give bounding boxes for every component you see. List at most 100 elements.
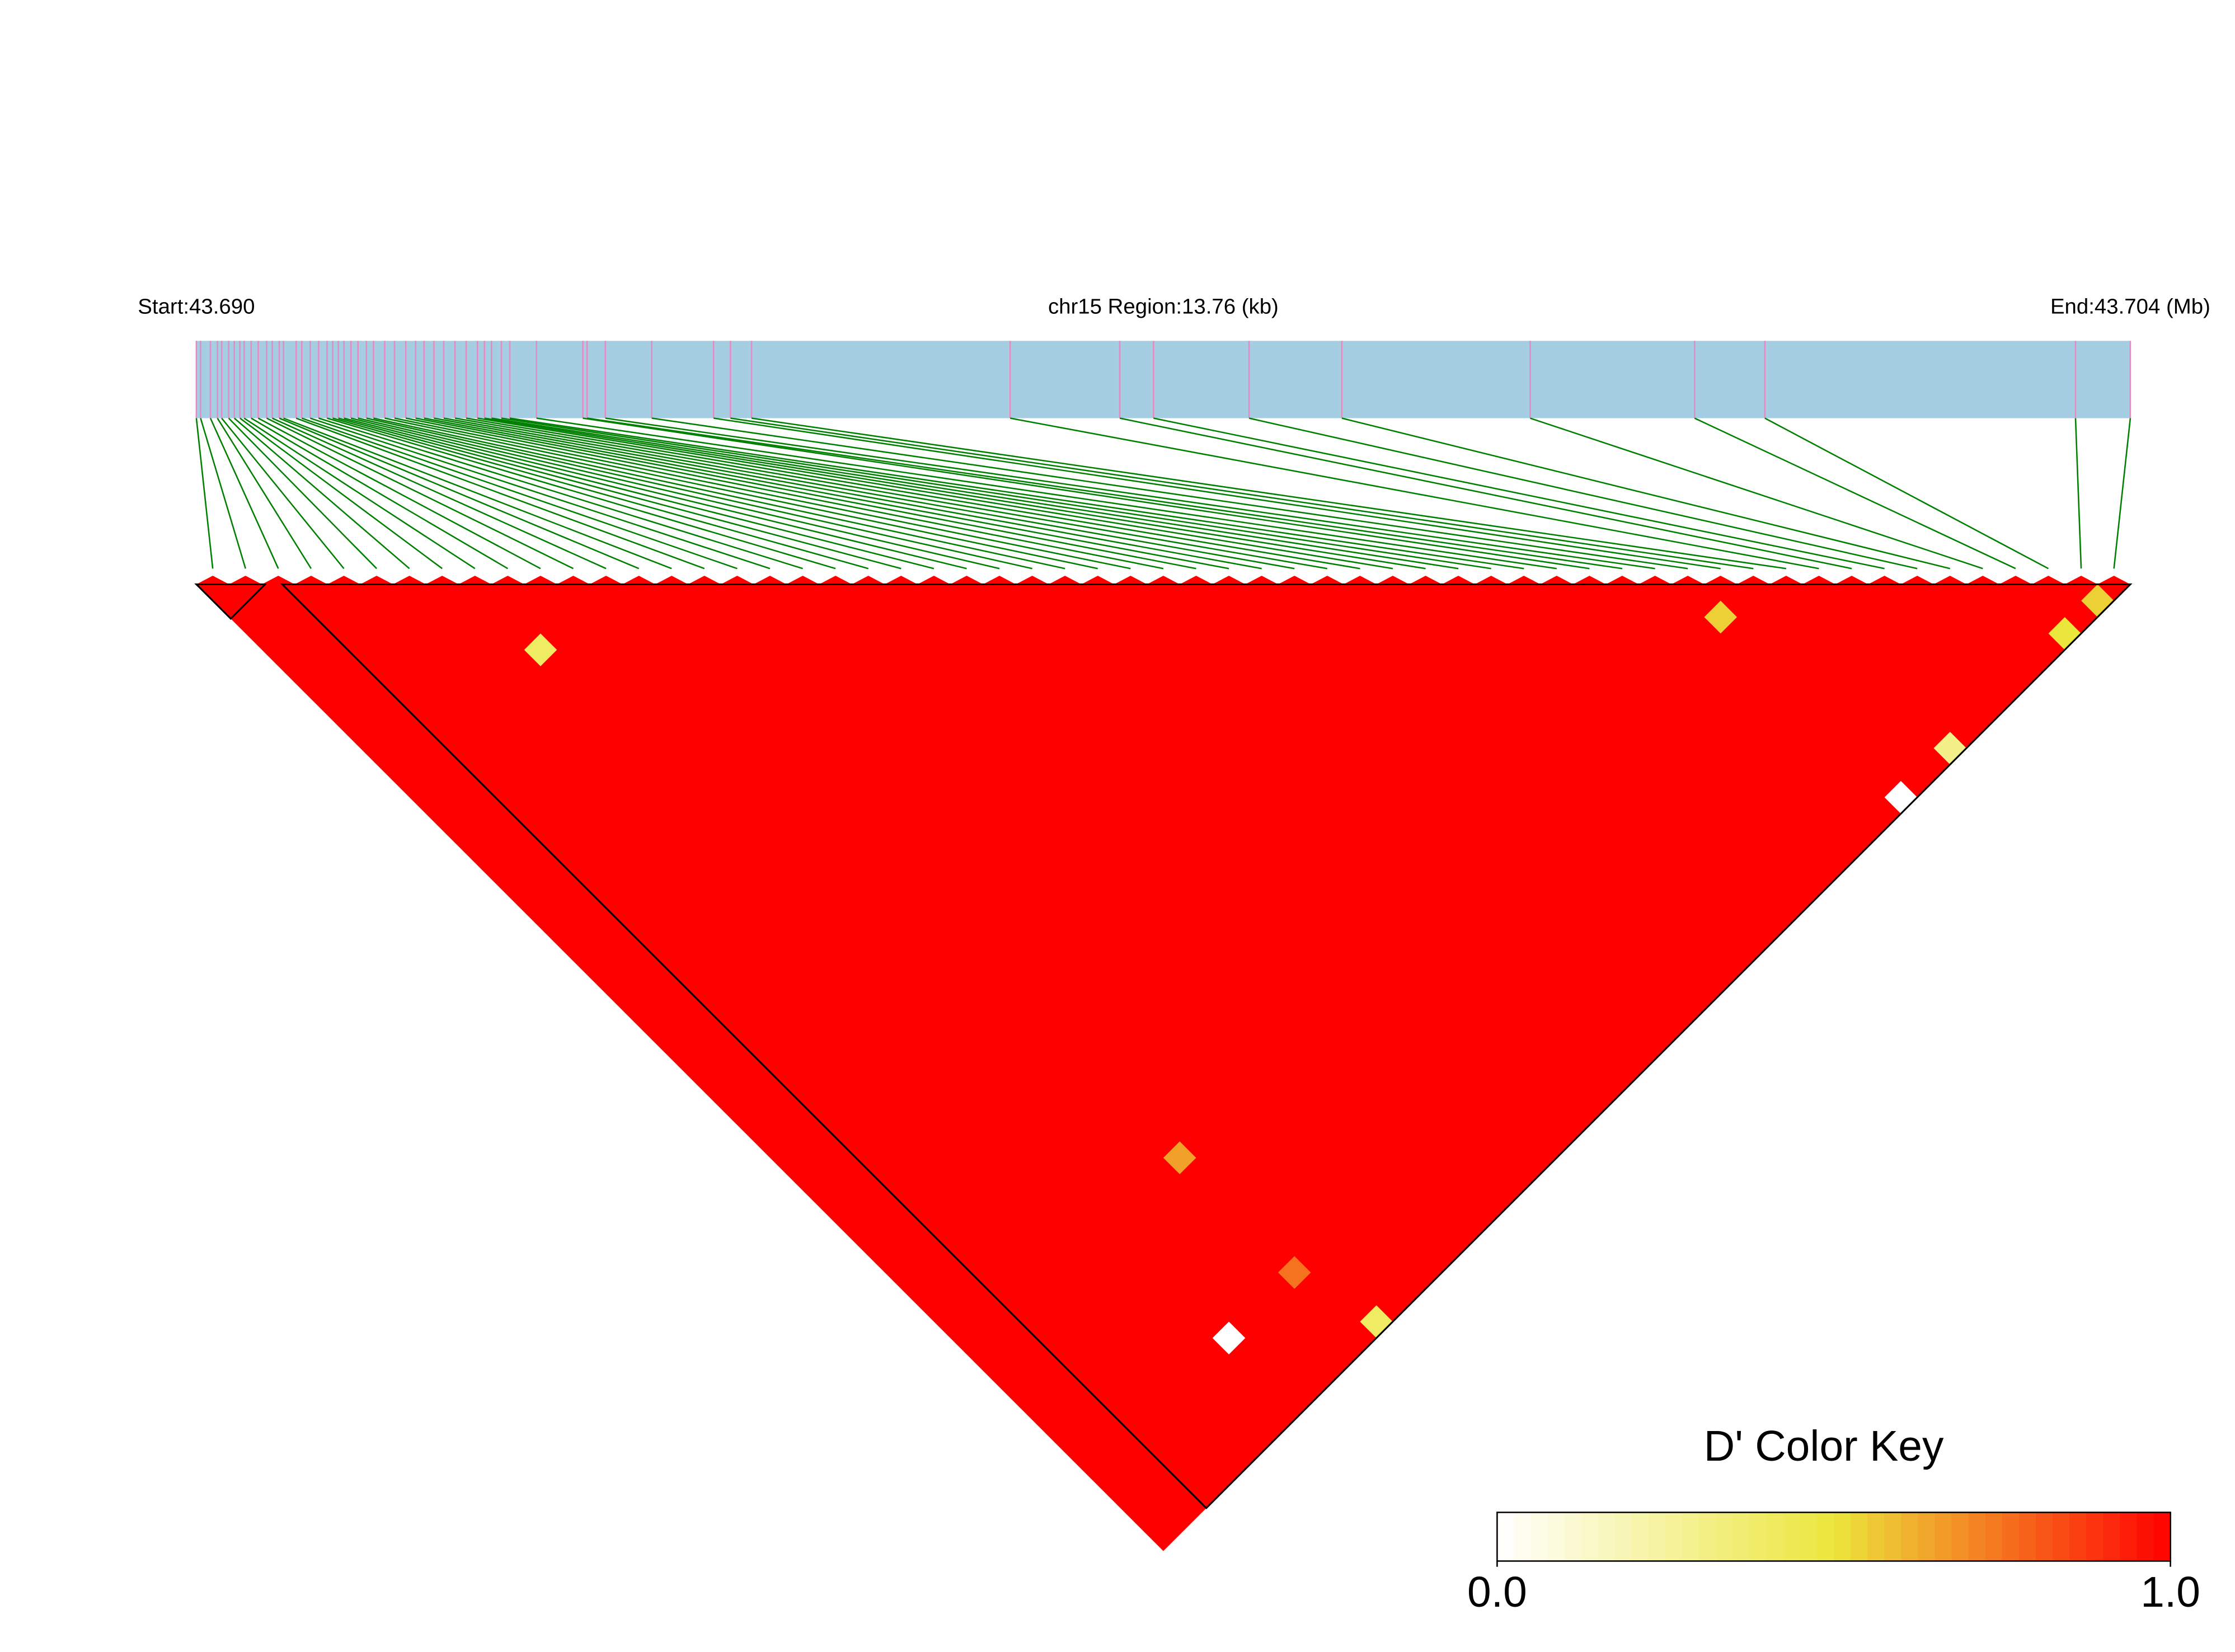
snp-connector	[394, 417, 1131, 570]
snp-connector	[434, 417, 1262, 570]
snp-connector	[1530, 417, 1983, 570]
snp-connector	[295, 417, 705, 570]
key-swatch	[2002, 1512, 2020, 1561]
snp-tooth	[1802, 576, 1835, 585]
snp-tooth	[360, 576, 393, 585]
key-swatch	[2086, 1512, 2104, 1561]
snp-tooth	[655, 576, 688, 585]
snp-connector	[583, 417, 1590, 570]
key-swatch	[1497, 1512, 1515, 1561]
key-swatch	[1951, 1512, 1969, 1561]
snp-connector	[443, 417, 1295, 570]
snp-connector	[217, 417, 312, 570]
snp-connector	[1694, 417, 2016, 570]
snp-connector	[454, 417, 1328, 570]
snp-connector	[279, 417, 640, 570]
snp-tooth	[1475, 576, 1508, 585]
snp-connector	[233, 417, 410, 570]
key-swatch	[2035, 1512, 2054, 1561]
snp-tooth	[1835, 576, 1868, 585]
snp-connector	[239, 417, 443, 570]
snp-tooth	[1769, 576, 1803, 585]
key-swatch	[1884, 1512, 1902, 1561]
key-swatch	[2137, 1512, 2154, 1561]
key-swatch	[1632, 1512, 1650, 1561]
snp-connector	[509, 417, 1524, 570]
snp-tooth	[458, 576, 492, 585]
key-swatch	[1547, 1512, 1566, 1561]
snp-tooth	[1278, 576, 1311, 585]
key-swatch	[1514, 1512, 1532, 1561]
snp-tooth	[393, 576, 426, 585]
snp-tooth	[1442, 576, 1475, 585]
key-swatch	[1649, 1512, 1666, 1561]
snp-tooth	[2097, 576, 2130, 585]
snp-connector	[484, 417, 1426, 570]
snp-connector	[318, 417, 803, 570]
key-swatch	[1530, 1512, 1548, 1561]
snp-tooth	[622, 576, 655, 585]
key-swatch	[2103, 1512, 2121, 1561]
snp-connector	[586, 417, 1623, 570]
snp-connector	[358, 417, 1000, 570]
snp-tooth	[950, 576, 983, 585]
key-swatch	[1985, 1512, 2003, 1561]
key-swatch	[2053, 1512, 2070, 1561]
snp-tooth	[1081, 576, 1115, 585]
snp-connector	[384, 417, 1098, 570]
snp-connector	[228, 417, 377, 570]
snp-connector	[2113, 418, 2131, 569]
snp-tooth	[1344, 576, 1377, 585]
key-swatch	[1816, 1512, 1835, 1561]
snp-connector	[491, 417, 1459, 570]
snp-tooth	[1671, 576, 1705, 585]
snp-tooth	[1704, 576, 1738, 585]
snp-tooth	[1016, 576, 1049, 585]
key-swatch	[1699, 1512, 1717, 1561]
snp-tooth	[1540, 576, 1574, 585]
snp-connector	[283, 417, 672, 570]
snp-tooth	[1999, 576, 2032, 585]
snp-connector	[195, 418, 214, 569]
snp-connector	[272, 417, 607, 570]
snp-tooth	[229, 576, 262, 585]
snp-tooth	[786, 576, 819, 585]
ld-triangle	[196, 584, 2130, 1551]
snp-tooth	[262, 576, 295, 585]
snp-tooth	[1900, 576, 1934, 585]
key-swatch	[1766, 1512, 1785, 1561]
key-swatch	[1581, 1512, 1599, 1561]
snp-connector	[501, 417, 1491, 570]
snp-connector	[424, 417, 1229, 570]
snp-tooth	[425, 576, 459, 585]
snp-tooth	[1737, 576, 1770, 585]
key-swatch	[1598, 1512, 1616, 1561]
snp-connector	[651, 417, 1688, 570]
snp-tooth	[327, 576, 360, 585]
snp-connector	[477, 417, 1393, 570]
snp-connector	[332, 417, 869, 570]
snp-connector	[243, 417, 476, 570]
snp-tooth	[819, 576, 852, 585]
key-swatch	[1682, 1512, 1700, 1561]
snp-connector	[1009, 417, 1819, 570]
key-swatch	[1783, 1512, 1801, 1561]
snp-connector	[536, 417, 1557, 570]
snp-connector	[366, 417, 1032, 570]
snp-connector	[751, 417, 1787, 570]
snp-connector	[605, 417, 1655, 570]
snp-tooth	[1605, 576, 1639, 585]
snp-tooth	[1212, 576, 1246, 585]
snp-connector	[301, 417, 738, 570]
key-swatch	[1564, 1512, 1583, 1561]
ld-block	[280, 583, 2133, 1509]
snp-connector	[415, 417, 1196, 570]
key-swatch	[1968, 1512, 1987, 1561]
snp-connector	[405, 417, 1164, 570]
snp-connector	[1119, 417, 1852, 570]
key-frame	[1496, 1512, 2171, 1562]
start-label: Start:43.690	[138, 295, 255, 319]
snp-tooth	[1311, 576, 1344, 585]
